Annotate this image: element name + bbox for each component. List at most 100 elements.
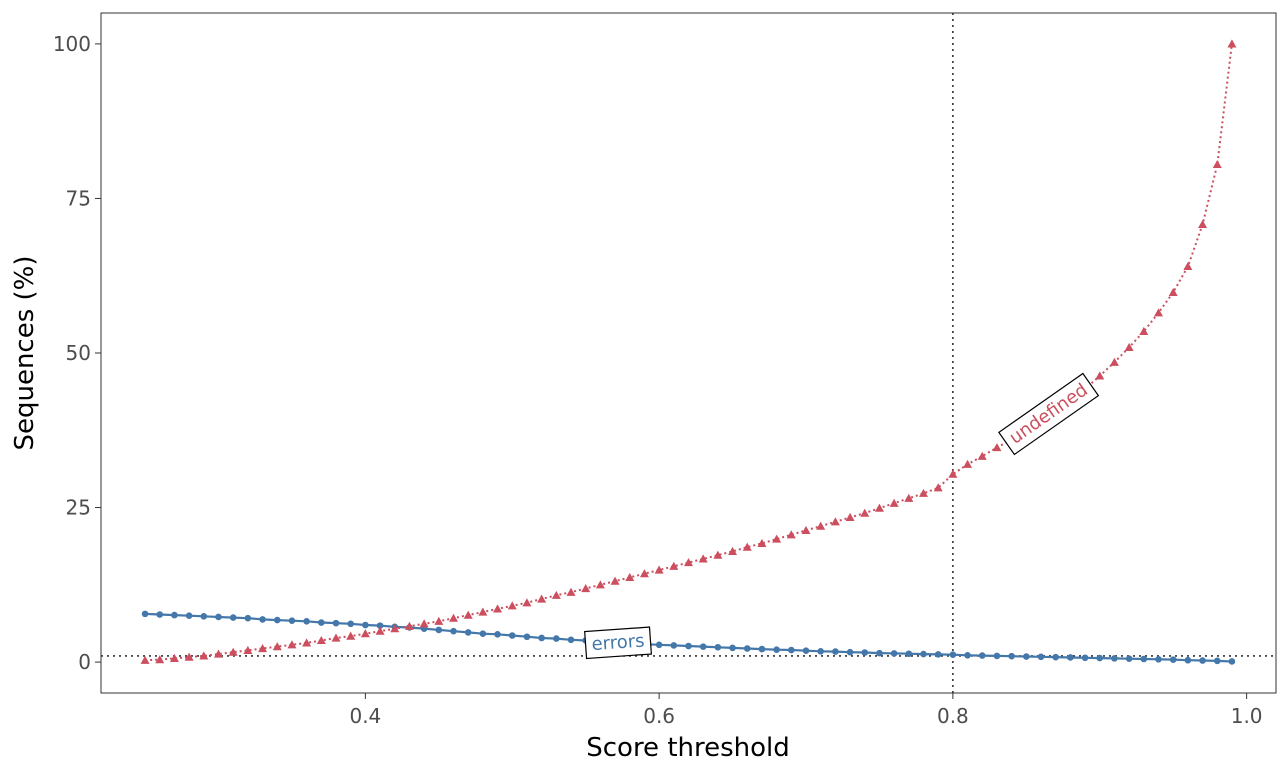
series-layer bbox=[140, 39, 1237, 665]
undefined-point bbox=[184, 652, 194, 661]
undefined-line bbox=[145, 43, 1233, 662]
errors-point bbox=[788, 646, 795, 654]
undefined-point bbox=[595, 580, 605, 589]
x-tick-label: 0.4 bbox=[349, 704, 381, 728]
errors-point bbox=[685, 642, 692, 650]
undefined-point bbox=[272, 642, 282, 651]
undefined-point bbox=[948, 469, 958, 478]
errors-point bbox=[273, 616, 281, 624]
errors-point bbox=[978, 652, 986, 659]
undefined-point bbox=[713, 550, 723, 559]
errors-point bbox=[802, 647, 810, 654]
errors-point bbox=[200, 613, 208, 620]
annotation-label: errors bbox=[591, 630, 645, 655]
errors-point bbox=[185, 612, 193, 620]
undefined-point bbox=[757, 538, 767, 547]
errors-point bbox=[1052, 653, 1059, 661]
y-tick-label: 100 bbox=[53, 32, 91, 56]
x-axis-title: Score threshold bbox=[586, 733, 790, 763]
undefined-point bbox=[1124, 342, 1134, 352]
errors-point bbox=[1140, 655, 1148, 663]
annotation-undefined: undefined bbox=[998, 372, 1100, 456]
undefined-point bbox=[1139, 326, 1149, 335]
errors-point bbox=[920, 650, 927, 658]
undefined-point bbox=[816, 521, 826, 530]
errors-point bbox=[464, 629, 472, 636]
undefined-point bbox=[801, 525, 811, 535]
errors-point bbox=[861, 649, 869, 656]
undefined-point bbox=[1198, 219, 1208, 229]
errors-point bbox=[244, 614, 252, 622]
undefined-point bbox=[669, 561, 679, 570]
errors-point bbox=[479, 630, 487, 637]
undefined-point bbox=[977, 451, 987, 460]
errors-point bbox=[215, 613, 222, 621]
undefined-point bbox=[551, 590, 561, 599]
errors-point bbox=[1213, 657, 1221, 665]
undefined-point bbox=[874, 503, 884, 512]
errors-point bbox=[141, 610, 149, 618]
undefined-point bbox=[199, 651, 209, 660]
errors-point bbox=[376, 622, 384, 629]
undefined-point bbox=[243, 645, 253, 654]
errors-point bbox=[949, 651, 957, 658]
errors-point bbox=[993, 652, 1001, 660]
undefined-point bbox=[963, 459, 973, 468]
errors-point bbox=[655, 641, 663, 649]
undefined-point bbox=[404, 621, 414, 630]
y-tick-label: 75 bbox=[66, 186, 91, 210]
errors-point bbox=[832, 648, 839, 655]
errors-point bbox=[523, 633, 531, 641]
errors-point bbox=[699, 643, 707, 650]
undefined-point bbox=[463, 610, 473, 619]
undefined-point bbox=[845, 512, 855, 522]
series-errors bbox=[141, 610, 1236, 665]
undefined-point bbox=[140, 655, 150, 664]
undefined-point bbox=[728, 546, 738, 556]
errors-point bbox=[905, 650, 913, 658]
errors-point bbox=[846, 648, 854, 656]
undefined-point bbox=[478, 607, 488, 616]
undefined-point bbox=[228, 647, 238, 656]
undefined-point bbox=[434, 616, 444, 625]
errors-point bbox=[171, 611, 178, 619]
errors-point bbox=[743, 645, 751, 652]
errors-point bbox=[773, 646, 780, 654]
undefined-point bbox=[786, 530, 796, 539]
errors-point bbox=[670, 642, 678, 649]
errors-point bbox=[876, 649, 883, 657]
errors-point bbox=[817, 647, 824, 655]
errors-point bbox=[553, 635, 560, 642]
undefined-point bbox=[346, 631, 356, 640]
undefined-point bbox=[742, 542, 752, 551]
errors-point bbox=[362, 621, 369, 629]
plot-panel-border bbox=[100, 12, 1277, 694]
errors-point bbox=[508, 632, 516, 639]
undefined-point bbox=[287, 640, 297, 649]
undefined-point bbox=[698, 554, 708, 563]
errors-point bbox=[229, 614, 237, 621]
errors-point bbox=[259, 616, 266, 623]
undefined-point bbox=[860, 508, 870, 517]
undefined-point bbox=[449, 613, 458, 622]
errors-point bbox=[332, 619, 340, 627]
undefined-point bbox=[537, 594, 547, 603]
undefined-point bbox=[919, 488, 928, 497]
errors-point bbox=[1228, 658, 1236, 665]
errors-point bbox=[288, 617, 296, 624]
x-tick-label: 1.0 bbox=[1231, 704, 1263, 728]
y-tick-label: 50 bbox=[66, 341, 91, 365]
y-axis: 0 25 50 75 100 bbox=[53, 32, 101, 674]
errors-point bbox=[1081, 654, 1089, 662]
undefined-point bbox=[1168, 287, 1178, 297]
undefined-point bbox=[684, 558, 693, 567]
errors-point bbox=[494, 630, 501, 638]
annotation-box bbox=[998, 372, 1100, 456]
errors-point bbox=[1008, 652, 1015, 660]
undefined-point bbox=[302, 638, 312, 647]
errors-point bbox=[1037, 653, 1045, 661]
errors-point bbox=[347, 620, 354, 628]
x-tick-label: 0.8 bbox=[937, 704, 969, 728]
x-tick-label: 0.6 bbox=[643, 704, 675, 728]
undefined-point bbox=[904, 493, 914, 502]
